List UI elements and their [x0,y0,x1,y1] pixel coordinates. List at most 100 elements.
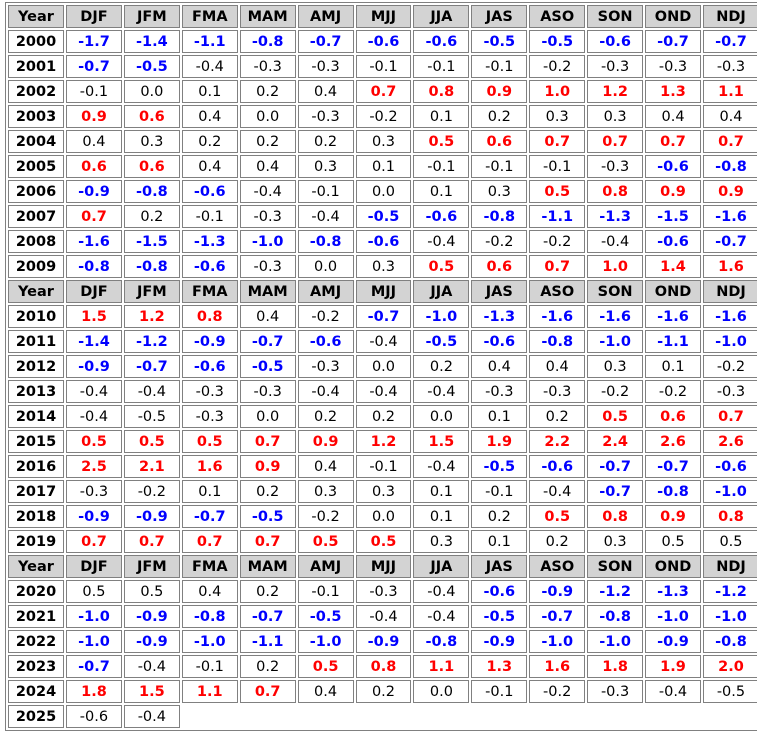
oni-value-cell: -0.3 [297,105,354,128]
oni-value-cell: -0.6 [181,355,238,378]
oni-value-cell: 0.9 [645,180,701,203]
year-row: 2020 0.5 0.5 0.4 0.2 -0.1 -0.3 -0.4 -0.6 -0.9 -1.2… [8,580,757,603]
oni-value-cell: -0.3 [529,380,586,403]
oni-value-cell: 0.0 [355,180,412,203]
oni-value-cell: -0.1 [413,155,470,178]
year-cell: 2010 [8,305,64,328]
season-header: ASO [529,5,586,28]
oni-value-cell: 0.2 [529,530,586,553]
oni-value-cell: -0.7 [297,30,354,53]
oni-value-cell: 1.2 [355,430,412,453]
oni-value-cell: -0.8 [123,180,180,203]
oni-value-cell: -1.0 [529,630,586,653]
oni-value-cell: -1.3 [471,305,528,328]
season-header: MJJ [355,555,412,578]
oni-value-cell: -0.7 [702,30,757,53]
oni-value-cell: -0.1 [413,55,470,78]
year-cell: 2005 [8,155,64,178]
oni-value-cell: 0.5 [529,505,586,528]
oni-value-cell: -1.3 [587,205,644,228]
oni-value-cell: -0.7 [645,30,701,53]
oni-value-cell: -1.0 [702,605,757,628]
oni-value-cell: 0.0 [239,405,296,428]
oni-value-cell: -0.4 [413,580,470,603]
oni-value-cell: 1.2 [587,80,644,103]
oni-value-cell: -0.3 [181,405,238,428]
oni-value-cell: -0.3 [239,255,296,278]
year-row: 2015 0.5 0.5 0.5 0.7 0.9 1.2 1.5 1.9 2.2 2.4 2.6 2.6 [8,430,757,453]
oni-value-cell: 0.7 [702,405,757,428]
year-row: 2004 0.4 0.3 0.2 0.2 0.2 0.3 0.5 0.6 0.7 0.7 0.7 0.7 [8,130,757,153]
oni-value-cell: -0.2 [587,380,644,403]
oni-value-cell: 0.1 [181,480,238,503]
oni-value-cell: -0.6 [529,455,586,478]
oni-value-cell: 0.6 [645,405,701,428]
oni-value-cell: 0.4 [645,105,701,128]
oni-value-cell: 0.7 [239,430,296,453]
year-row: 2008 -1.6 -1.5 -1.3 -1.0 -0.8 -0.6 -0.4 -0.2 -0.2… [8,230,757,253]
oni-value-cell: 0.5 [413,130,470,153]
oni-value-cell: 0.0 [413,405,470,428]
oni-value-cell: 0.2 [239,655,296,678]
oni-value-cell: 0.2 [239,580,296,603]
oni-value-cell: 0.3 [529,105,586,128]
oni-value-cell: 0.7 [702,130,757,153]
oni-value-cell: -0.1 [471,55,528,78]
year-cell: 2007 [8,205,64,228]
season-header: MAM [239,555,296,578]
year-cell: 2014 [8,405,64,428]
oni-value-cell: -0.8 [297,230,354,253]
season-header: SON [587,555,644,578]
oni-value-cell: -0.8 [702,630,757,653]
oni-value-cell: -0.9 [355,630,412,653]
oni-value-cell: -1.2 [123,330,180,353]
oni-value-cell: 0.3 [123,130,180,153]
oni-value-cell: -1.0 [413,305,470,328]
oni-value-cell: 0.2 [355,680,412,703]
oni-value-cell: -0.7 [702,230,757,253]
oni-value-cell: 1.1 [181,680,238,703]
oni-value-cell: 0.1 [471,405,528,428]
oni-value-cell: -1.0 [645,605,701,628]
oni-value-cell: 0.1 [413,505,470,528]
year-row: 2005 0.6 0.6 0.4 0.4 0.3 0.1 -0.1 -0.1 -0.1 -0.3 -0… [8,155,757,178]
oni-value-cell: -1.6 [645,305,701,328]
oni-value-cell: 1.8 [587,655,644,678]
oni-value-cell: 1.8 [66,680,122,703]
oni-value-cell: 0.4 [239,155,296,178]
season-header: JFM [123,555,180,578]
oni-value-cell: 0.4 [529,355,586,378]
season-header: NDJ [702,5,757,28]
oni-value-cell: 0.6 [66,155,122,178]
oni-value-cell: 1.4 [645,255,701,278]
oni-value-cell: -0.8 [413,630,470,653]
oni-value-cell: -0.9 [645,630,701,653]
oni-value-cell: -1.1 [181,30,238,53]
oni-value-cell: 0.7 [239,680,296,703]
oni-value-cell: -0.2 [645,380,701,403]
oni-value-cell: -0.2 [529,230,586,253]
oni-value-cell: -0.4 [66,380,122,403]
oni-value-cell: -0.4 [645,680,701,703]
oni-value-cell: 0.7 [239,530,296,553]
oni-value-cell: -0.3 [702,55,757,78]
oni-value-cell: -0.3 [181,380,238,403]
year-row: 2003 0.9 0.6 0.4 0.0 -0.3 -0.2 0.1 0.2 0.3 0.3 0.4 0… [8,105,757,128]
oni-value-cell: -0.4 [413,605,470,628]
oni-value-cell: -1.2 [702,580,757,603]
oni-value-cell: 1.6 [529,655,586,678]
oni-value-cell: 0.7 [123,530,180,553]
oni-value-cell: 1.2 [123,305,180,328]
oni-value-cell: 0.7 [529,130,586,153]
oni-value-cell: 0.7 [66,205,122,228]
year-cell: 2011 [8,330,64,353]
oni-value-cell: -0.2 [529,55,586,78]
oni-value-cell: -1.0 [587,330,644,353]
oni-value-cell: -0.6 [645,230,701,253]
oni-value-cell: 0.5 [413,255,470,278]
oni-value-cell: 0.0 [413,680,470,703]
oni-value-cell: -0.6 [413,30,470,53]
header-row: Year DJF JFM FMA MAM AMJ MJJ JJA JAS ASO SON OND NDJ [8,5,757,28]
oni-value-cell: 0.3 [355,130,412,153]
oni-value-cell: -0.9 [66,505,122,528]
